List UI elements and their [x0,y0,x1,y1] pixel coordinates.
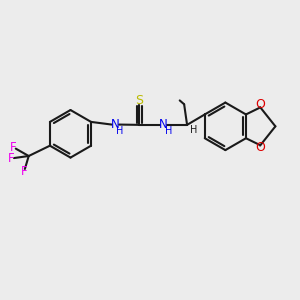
Text: N: N [111,118,120,131]
Text: F: F [8,152,15,165]
Text: H: H [164,126,172,136]
Text: O: O [256,98,266,111]
Text: O: O [256,141,266,154]
Text: F: F [21,165,28,178]
Text: H: H [190,125,197,135]
Text: N: N [159,118,168,131]
Text: H: H [116,126,124,136]
Text: S: S [135,94,143,107]
Text: F: F [10,141,17,154]
